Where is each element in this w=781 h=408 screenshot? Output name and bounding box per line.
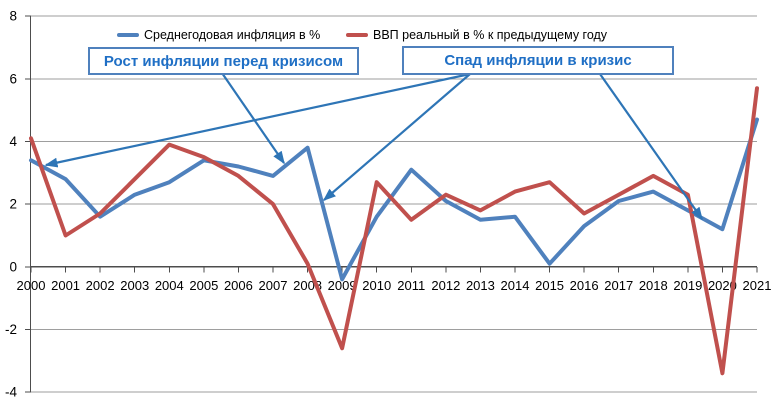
series-line-inflation xyxy=(29,117,759,282)
legend-line-sample-gdp xyxy=(346,33,368,37)
x-tick-label: 2014 xyxy=(501,278,530,293)
y-tick-label: -2 xyxy=(5,322,17,337)
x-tick-label: 2002 xyxy=(86,278,115,293)
x-tick-label: 2004 xyxy=(155,278,184,293)
y-tick-label: 8 xyxy=(9,9,17,24)
x-tick-label: 2020 xyxy=(708,278,737,293)
x-tick-label: 2013 xyxy=(466,278,495,293)
legend-label-inflation: Среднегодовая инфляция в % xyxy=(144,28,321,42)
x-tick-label: 2005 xyxy=(189,278,218,293)
y-tick-label: 0 xyxy=(9,259,17,274)
annotation-inflation-rise-before-crisis: Рост инфляции перед кризисом xyxy=(88,47,359,75)
x-tick-label: 2012 xyxy=(431,278,460,293)
arrow-to-2001-inflation-drop xyxy=(44,72,471,168)
y-tick-label: 4 xyxy=(9,134,17,149)
x-tick-label: 2001 xyxy=(51,278,80,293)
x-tick-label: 2011 xyxy=(397,278,425,293)
arrow-to-2020-inflation-drop xyxy=(599,73,703,221)
y-tick-label: -4 xyxy=(5,385,17,400)
x-tick-label: 2021 xyxy=(743,278,772,293)
y-tick-label: 6 xyxy=(9,71,17,86)
annotation-inflation-drop-in-crisis: Спад инфляции в кризис xyxy=(402,46,674,75)
x-tick-label: 2006 xyxy=(224,278,253,293)
x-tick-label: 2016 xyxy=(570,278,599,293)
x-tick-label: 2019 xyxy=(673,278,702,293)
x-tick-label: 2003 xyxy=(120,278,149,293)
x-tick-label: 2007 xyxy=(259,278,288,293)
x-tick-label: 2000 xyxy=(17,278,46,293)
y-tick-label: 2 xyxy=(9,197,17,212)
legend-label-gdp: ВВП реальный в % к предыдущему году xyxy=(373,28,608,42)
legend-item-gdp: ВВП реальный в % к предыдущему году xyxy=(346,27,607,43)
x-tick-label: 2009 xyxy=(328,278,357,293)
x-tick-label: 2015 xyxy=(535,278,564,293)
arrow-to-2008-inflation-rise xyxy=(221,72,285,165)
x-tick-label: 2010 xyxy=(362,278,391,293)
x-tick-label: 2018 xyxy=(639,278,668,293)
series-line-gdp xyxy=(29,86,759,376)
legend-line-sample-inflation xyxy=(117,33,139,37)
arrow-to-2009-inflation-drop xyxy=(322,73,471,201)
legend-item-inflation: Среднегодовая инфляция в % xyxy=(117,27,320,43)
x-tick-label: 2017 xyxy=(604,278,633,293)
